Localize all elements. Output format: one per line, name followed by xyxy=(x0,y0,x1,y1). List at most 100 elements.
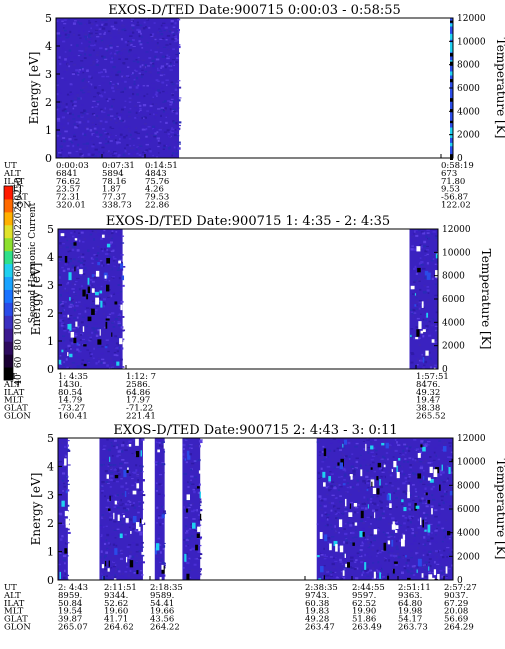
table-cell: 265.07 xyxy=(58,623,88,633)
table-cell: 71.80 xyxy=(441,177,465,187)
y-tick-label: 0 xyxy=(47,574,54,587)
table-cell: 19.98 xyxy=(398,607,422,617)
table-cell: 39.87 xyxy=(58,615,82,625)
right-axis-label: Temperature [K] xyxy=(479,249,493,350)
table-cell: 64.80 xyxy=(398,599,422,609)
table-cell: 264.62 xyxy=(104,623,134,633)
colorbar-segment xyxy=(4,186,13,200)
table-cell: 9597. xyxy=(352,591,376,601)
table-cell: 60.38 xyxy=(305,599,329,609)
colorbar-segment xyxy=(4,328,13,342)
panel-1: EXOS-D/TED Date:900715 0:00:03 - 0:58:55… xyxy=(3,3,505,211)
table-cell: 2:18:35 xyxy=(150,583,183,593)
table-cell: 2:38:35 xyxy=(305,583,338,593)
table-cell: 160.41 xyxy=(58,412,88,422)
colorbar-tick-label: 60 xyxy=(14,356,24,368)
table-cell: 263.73 xyxy=(398,623,428,633)
colorbar-segment xyxy=(4,315,13,329)
table-cell: 2:51:11 xyxy=(398,583,431,593)
y-tick-label: 0 xyxy=(47,363,54,376)
table-cell: 264.22 xyxy=(150,623,180,633)
table-row-label: GLAT xyxy=(4,193,28,203)
colorbar-tick-label: 80 xyxy=(14,339,24,351)
data-span xyxy=(56,18,180,158)
right-tick-label: 0 xyxy=(457,154,463,164)
y-tick-label: 4 xyxy=(47,251,54,264)
panel-2: EXOS-D/TED Date:900715 1: 4:35 - 2: 4:35… xyxy=(3,214,493,422)
right-tick-label: 6000 xyxy=(442,295,465,305)
y-tick-label: 1 xyxy=(47,546,54,559)
colorbar-segment xyxy=(4,289,13,303)
right-tick-label: 2000 xyxy=(457,131,480,141)
table-cell: 49.28 xyxy=(305,615,329,625)
table-cell: -71.22 xyxy=(126,404,153,414)
colorbar-tick-label: 160 xyxy=(14,265,24,282)
table-cell: 2586. xyxy=(126,380,150,390)
table-cell: 19.47 xyxy=(416,396,440,406)
spectrogram-data xyxy=(58,229,438,369)
table-cell: 320.01 xyxy=(56,201,86,211)
colorbar-segment xyxy=(4,237,13,252)
table-cell: 1.87 xyxy=(102,185,121,195)
table-cell: -73.27 xyxy=(58,404,85,414)
table-cell: 41.71 xyxy=(104,615,128,625)
right-axis-label: Temperature [K] xyxy=(494,459,505,560)
table-cell: 19.66 xyxy=(150,607,174,617)
right-tick-label: 10000 xyxy=(442,248,471,258)
right-axis-label: Temperature [K] xyxy=(494,38,505,139)
table-cell: 9363. xyxy=(398,591,422,601)
table-cell: 56.69 xyxy=(444,615,468,625)
table-cell: 9037. xyxy=(444,591,468,601)
right-tick-label: 12000 xyxy=(442,225,471,235)
table-row-label: ILAT xyxy=(4,388,25,398)
panel-title: EXOS-D/TED Date:900715 1: 4:35 - 2: 4:35 xyxy=(106,214,390,229)
table-cell: 0:58:19 xyxy=(441,161,474,171)
right-tick-label: 8000 xyxy=(442,272,465,282)
table-row-label: MLT xyxy=(4,185,24,195)
table-cell: 54.41 xyxy=(150,599,174,609)
table-cell: -56.87 xyxy=(441,193,468,203)
colorbar-segment xyxy=(4,354,13,368)
table-cell: 5894 xyxy=(102,169,124,179)
table-cell: 2:44:55 xyxy=(352,583,385,593)
orbit-table: UTALTILATMLTGLATGLON1: 4:351430.80.5414.… xyxy=(3,372,449,422)
table-cell: 122.02 xyxy=(441,201,471,211)
colorbar-tick-label: 180 xyxy=(14,248,24,265)
table-cell: 1: 4:35 xyxy=(58,372,88,382)
right-tick-label: 12000 xyxy=(457,434,486,444)
colorbar-segment xyxy=(4,276,13,290)
table-cell: 51.86 xyxy=(352,615,376,625)
colorbar-segment xyxy=(4,367,13,381)
table-row-label: ILAT xyxy=(4,177,25,187)
right-tick-label: 10000 xyxy=(457,458,486,468)
y-tick-label: 5 xyxy=(45,12,52,25)
colorbar-tick-label: 200 xyxy=(14,230,24,247)
colorbar-frame xyxy=(3,185,14,381)
colorbar-segment xyxy=(4,224,13,239)
table-cell: 264.29 xyxy=(444,623,474,633)
table-cell: 0:14:51 xyxy=(145,161,178,171)
table-row-label: MLT xyxy=(4,607,24,617)
data-span xyxy=(58,438,68,580)
table-cell: 338.73 xyxy=(102,201,132,211)
right-tick-label: 8000 xyxy=(457,61,480,71)
y-tick-label: 3 xyxy=(47,279,54,292)
table-row-label: ILAT xyxy=(4,599,25,609)
table-cell: 50.84 xyxy=(58,599,82,609)
table-row-label: GLAT xyxy=(4,615,28,625)
table-cell: 76.62 xyxy=(56,177,80,187)
y-axis-label: Energy [eV] xyxy=(27,52,41,125)
table-cell: 77.37 xyxy=(102,193,126,203)
y-tick-label: 1 xyxy=(45,124,52,137)
table-row-label: GLON xyxy=(4,623,31,633)
table-row-label: ALT xyxy=(3,169,21,179)
table-cell: 8476. xyxy=(416,380,440,390)
table-cell: 4.26 xyxy=(145,185,164,195)
y-axis-label: Energy [eV] xyxy=(29,263,43,336)
table-cell: 2:57:27 xyxy=(444,583,477,593)
colorbar-segment xyxy=(4,263,13,278)
right-tick-label: 10000 xyxy=(457,37,486,47)
